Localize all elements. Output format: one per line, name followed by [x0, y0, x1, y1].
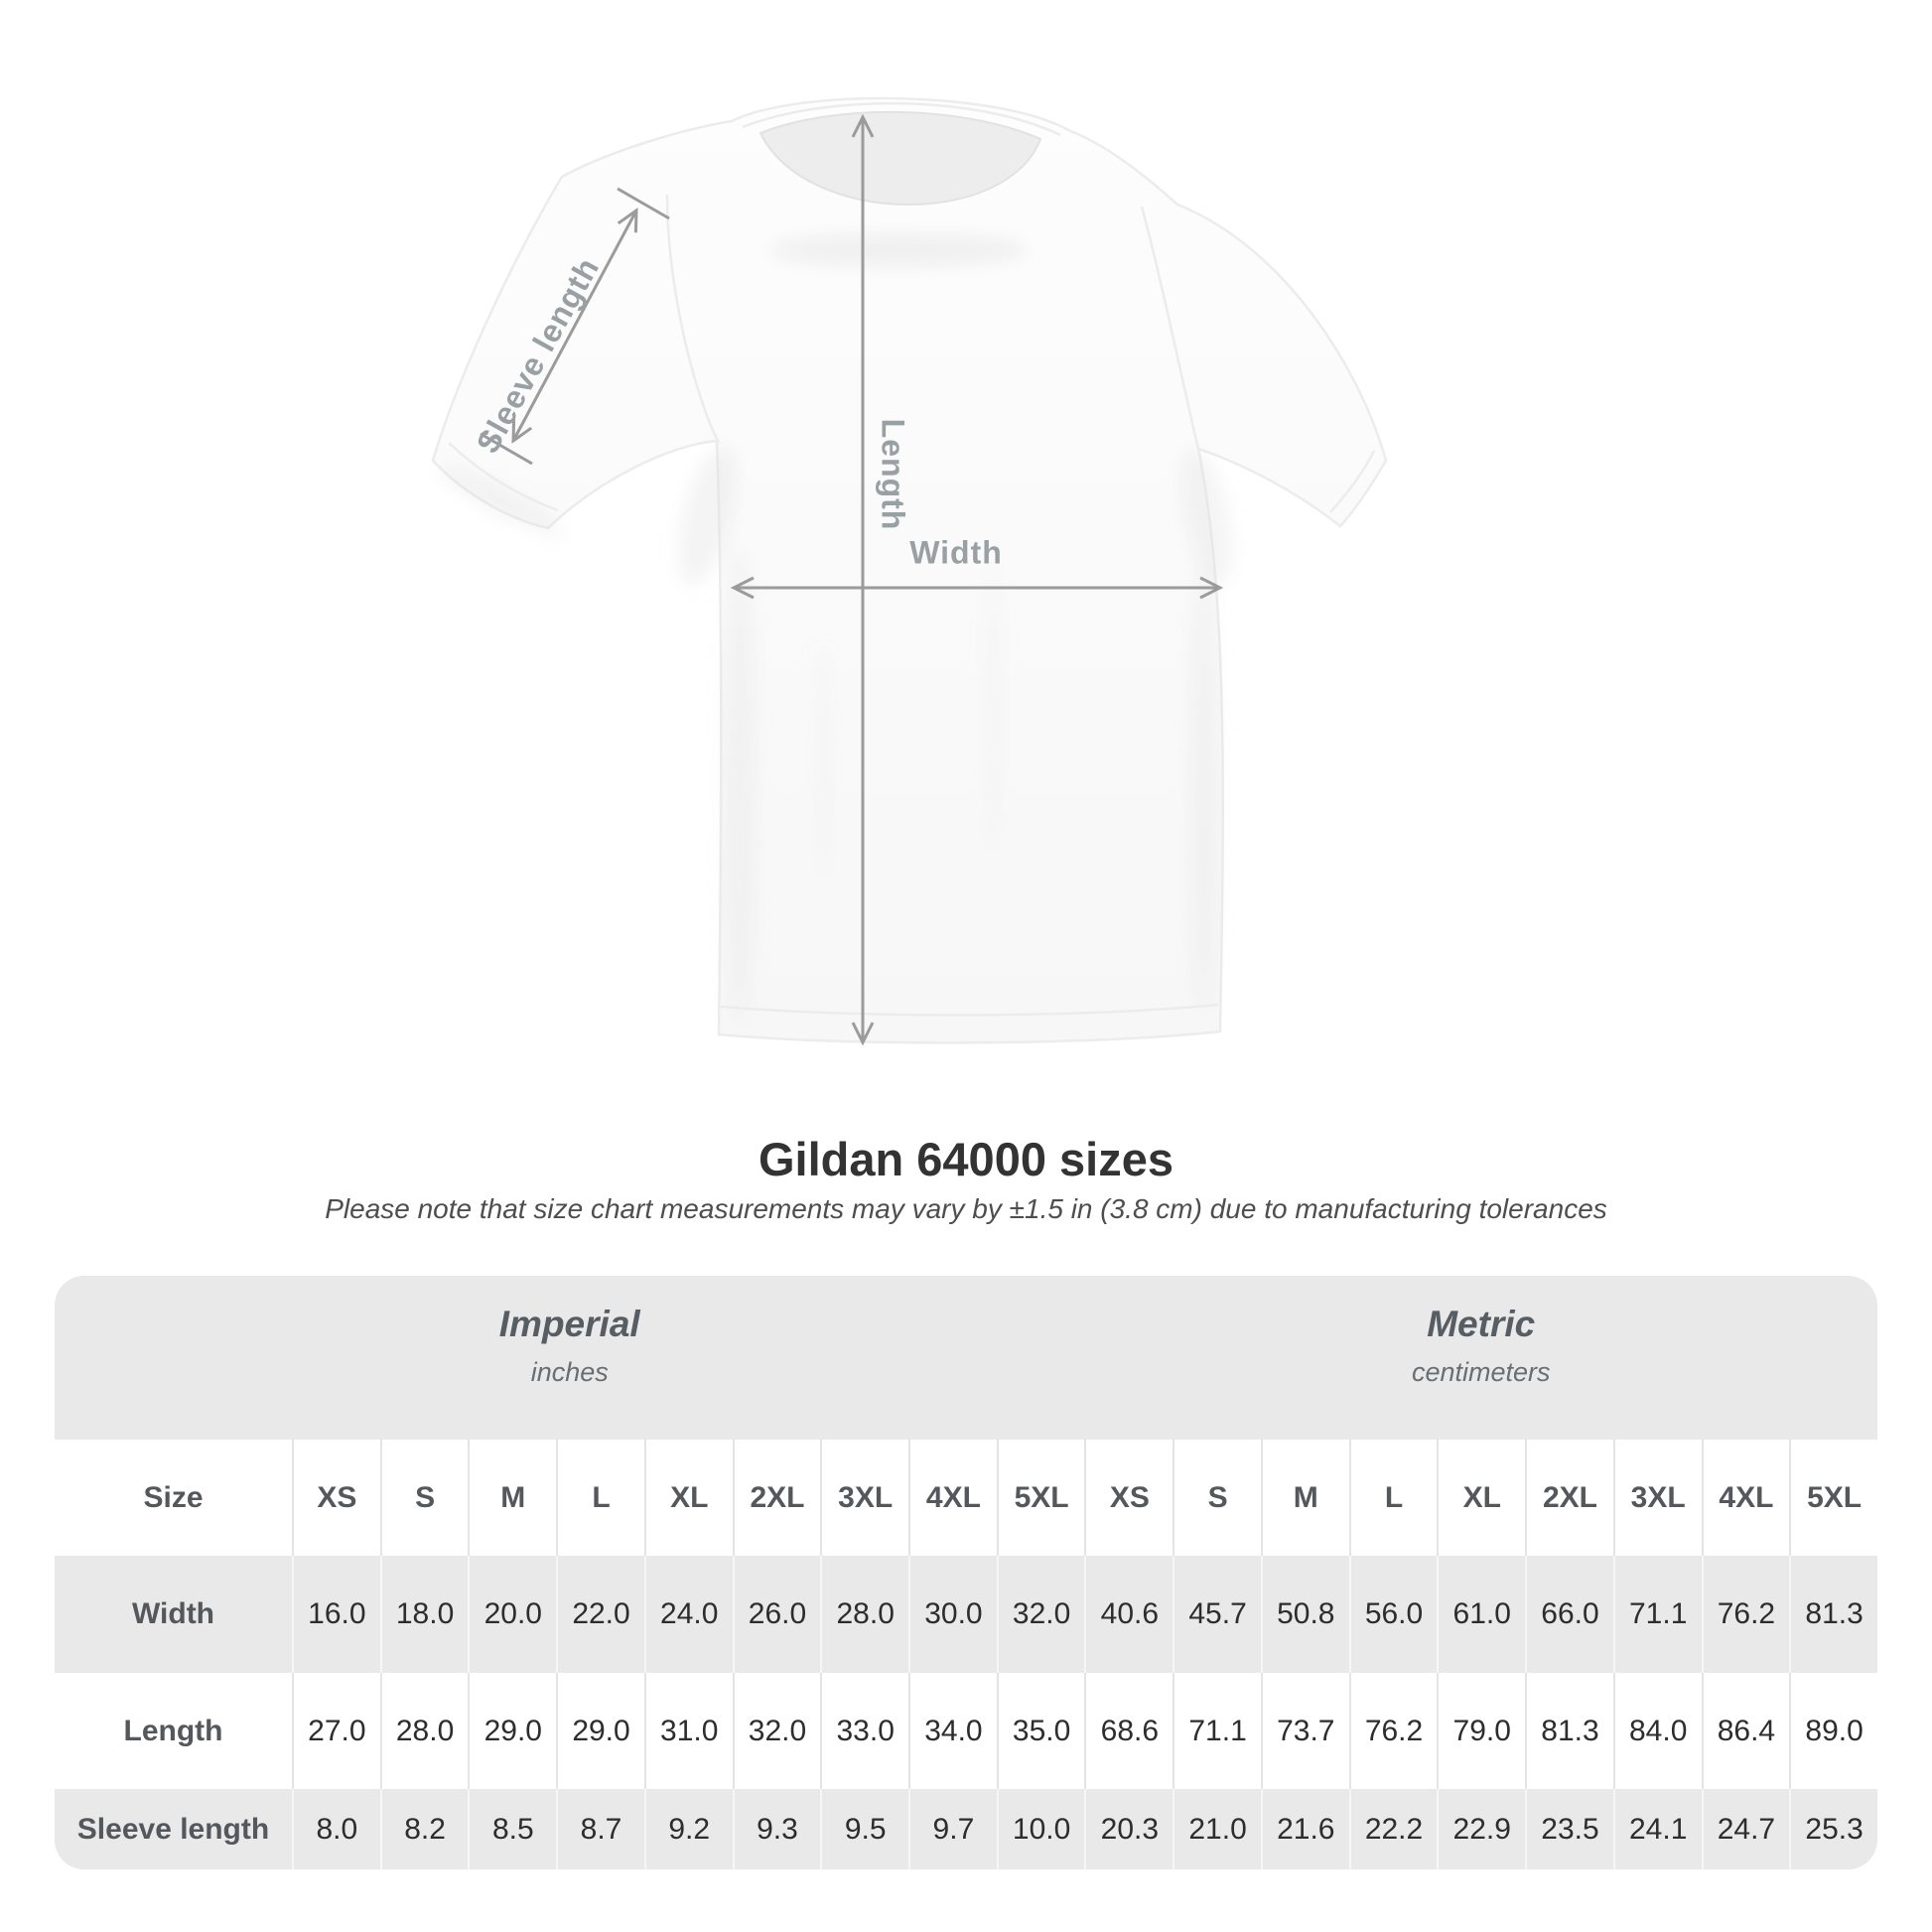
size-column-header: 2XL [1525, 1440, 1613, 1556]
table-cell: 21.0 [1173, 1789, 1261, 1869]
size-table: Imperial inches Metric centimeters Size X… [55, 1276, 1877, 1869]
imperial-header-units: inches [530, 1357, 609, 1387]
metric-header: Metric centimeters [1084, 1276, 1877, 1440]
table-cell: 24.0 [643, 1556, 733, 1673]
tolerance-note: Please note that size chart measurements… [325, 1193, 1607, 1224]
table-cell: 86.4 [1701, 1673, 1790, 1789]
table-cell: 89.0 [1789, 1673, 1877, 1789]
size-column-header: S [1173, 1440, 1261, 1556]
row-label: Width [55, 1556, 292, 1673]
size-corner-header: Size [55, 1440, 292, 1556]
row-label: Length [55, 1673, 292, 1789]
table-cell: 76.2 [1701, 1556, 1790, 1673]
table-cell: 50.8 [1260, 1556, 1349, 1673]
table-cell: 61.0 [1437, 1556, 1526, 1673]
table-cell: 9.2 [643, 1789, 733, 1869]
row-label: Sleeve length [55, 1789, 292, 1869]
table-cell: 79.0 [1437, 1673, 1526, 1789]
size-column-header: M [1260, 1440, 1349, 1556]
table-cell: 32.0 [996, 1556, 1085, 1673]
table-cell: 27.0 [292, 1673, 380, 1789]
table-cell: 9.5 [820, 1789, 909, 1869]
table-cell: 22.0 [556, 1556, 644, 1673]
imperial-header-label: Imperial [498, 1304, 640, 1344]
size-column-header: 2XL [732, 1440, 821, 1556]
table-cell: 68.6 [1084, 1673, 1173, 1789]
metric-header-units: centimeters [1411, 1357, 1551, 1387]
table-cell: 22.9 [1437, 1789, 1526, 1869]
tshirt-body [431, 96, 1388, 1044]
table-cell: 20.0 [468, 1556, 557, 1673]
size-column-header: 5XL [996, 1440, 1085, 1556]
size-column-header: 4XL [908, 1440, 997, 1556]
table-cell: 71.1 [1173, 1673, 1261, 1789]
imperial-header: Imperial inches [55, 1276, 1084, 1440]
size-column-header: XS [292, 1440, 380, 1556]
table-cell: 29.0 [468, 1673, 557, 1789]
size-column-header: 3XL [1612, 1440, 1702, 1556]
table-cell: 33.0 [820, 1673, 909, 1789]
table-cell: 34.0 [908, 1673, 997, 1789]
tshirt-collar [759, 110, 1042, 206]
size-column-header: L [556, 1440, 644, 1556]
table-cell: 40.6 [1084, 1556, 1173, 1673]
table-cell: 21.6 [1260, 1789, 1349, 1869]
table-cell: 35.0 [996, 1673, 1085, 1789]
table-cell: 32.0 [732, 1673, 821, 1789]
table-cell: 8.2 [379, 1789, 469, 1869]
table-cell: 56.0 [1348, 1556, 1438, 1673]
table-cell: 26.0 [732, 1556, 821, 1673]
table-cell: 73.7 [1260, 1673, 1349, 1789]
sleeve-arrow-cap-top [617, 187, 670, 220]
table-cell: 30.0 [908, 1556, 997, 1673]
table-cell: 76.2 [1348, 1673, 1438, 1789]
size-column-header: XL [643, 1440, 733, 1556]
table-cell: 81.3 [1525, 1673, 1613, 1789]
table-cell: 45.7 [1173, 1556, 1261, 1673]
table-cell: 8.5 [468, 1789, 557, 1869]
table-cell: 28.0 [820, 1556, 909, 1673]
metric-header-label: Metric [1427, 1304, 1536, 1344]
table-cell: 29.0 [556, 1673, 644, 1789]
table-cell: 8.0 [292, 1789, 380, 1869]
table-cell: 20.3 [1084, 1789, 1173, 1869]
table-cell: 23.5 [1525, 1789, 1613, 1869]
size-column-header: 5XL [1789, 1440, 1877, 1556]
table-cell: 25.3 [1789, 1789, 1877, 1869]
table-cell: 16.0 [292, 1556, 380, 1673]
size-column-header: 3XL [820, 1440, 909, 1556]
page-title: Gildan 64000 sizes [758, 1133, 1174, 1185]
table-cell: 18.0 [379, 1556, 469, 1673]
size-column-header: 4XL [1701, 1440, 1790, 1556]
table-cell: 84.0 [1612, 1673, 1702, 1789]
table-cell: 24.7 [1701, 1789, 1790, 1869]
sleeve-arrow-cap-bottom [480, 432, 533, 466]
size-column-header: S [379, 1440, 469, 1556]
length-label: Length [875, 418, 911, 531]
table-cell: 10.0 [996, 1789, 1085, 1869]
size-column-header: M [468, 1440, 557, 1556]
size-column-header: XS [1084, 1440, 1173, 1556]
table-cell: 22.2 [1348, 1789, 1438, 1869]
table-cell: 28.0 [379, 1673, 469, 1789]
table-cell: 9.3 [732, 1789, 821, 1869]
table-cell: 9.7 [908, 1789, 997, 1869]
size-column-header: L [1348, 1440, 1438, 1556]
table-cell: 24.1 [1612, 1789, 1702, 1869]
table-cell: 81.3 [1789, 1556, 1877, 1673]
table-cell: 31.0 [643, 1673, 733, 1789]
table-cell: 66.0 [1525, 1556, 1613, 1673]
width-label: Width [909, 534, 1003, 571]
table-cell: 71.1 [1612, 1556, 1702, 1673]
size-column-header: XL [1437, 1440, 1526, 1556]
table-cell: 8.7 [556, 1789, 644, 1869]
sleeve-length-arrow [513, 210, 636, 441]
